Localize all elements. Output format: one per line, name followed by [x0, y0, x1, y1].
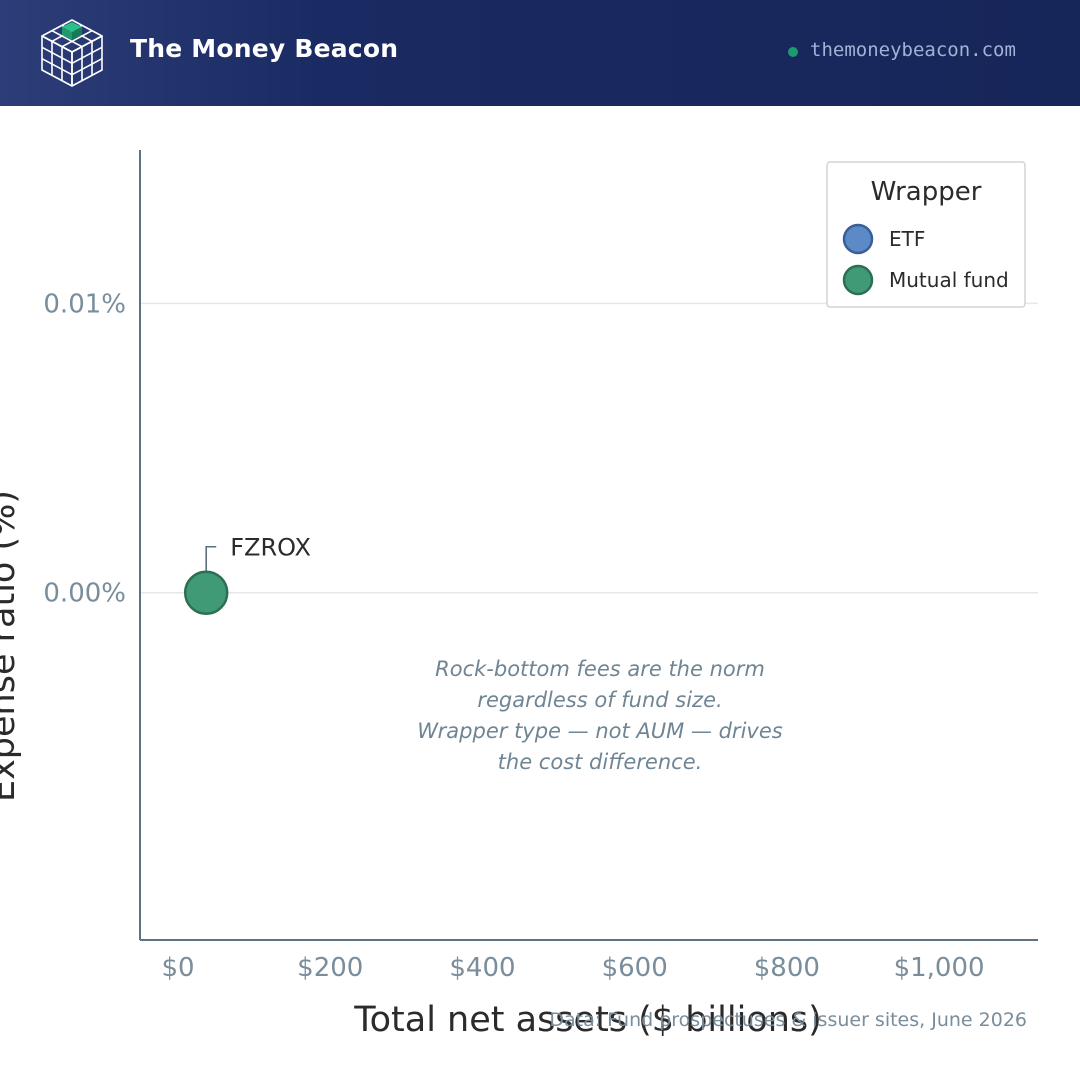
legend: Wrapper ETF Mutual fund	[826, 161, 1026, 308]
x-tick-label: $1,000	[894, 953, 985, 983]
legend-title: Wrapper	[871, 177, 982, 207]
data-points	[183, 570, 229, 615]
legend-swatch-mutual-fund	[842, 264, 874, 296]
data-point-fzrox[interactable]	[183, 570, 229, 615]
annotation-line: Rock-bottom fees are the norm	[435, 657, 765, 681]
x-tick-label: $800	[754, 953, 820, 983]
annotation-note: Rock-bottom fees are the norm regardless …	[417, 657, 782, 774]
y-axis-title: Expense ratio (%)	[0, 490, 23, 802]
annotation-line: the cost difference.	[498, 750, 703, 774]
site-url[interactable]: themoneybeacon.com	[810, 39, 1016, 61]
cube-grid-icon	[41, 19, 103, 87]
point-labels: VXUSBNDVTIIVVVOOSWPPXFZROX	[230, 534, 311, 562]
annotation-line: regardless of fund size.	[477, 688, 722, 712]
x-tick-label: $200	[297, 953, 363, 983]
label-leader-fzrox	[205, 545, 217, 572]
x-tick-label: $0	[162, 953, 195, 983]
brand-name: The Money Beacon	[130, 34, 399, 63]
x-tick-label: $400	[449, 953, 515, 983]
label-leaders	[205, 545, 217, 572]
tick-labels: 0.00%0.01%0.02%0.03%0.04%0.05%$0$200$400…	[43, 289, 985, 983]
x-tick-label: $600	[602, 953, 668, 983]
annotation-line: Wrapper type — not AUM — drives	[417, 719, 782, 743]
legend-label-mutual-fund: Mutual fund	[889, 268, 1009, 292]
status-dot	[788, 47, 798, 57]
source-note: Data: Fund prospectuses & issuer sites, …	[549, 1009, 1027, 1031]
header-banner: The Money Beacon themoneybeacon.com	[0, 0, 1080, 106]
legend-swatch-etf	[842, 223, 874, 255]
y-tick-label: 0.01%	[43, 289, 126, 319]
legend-box	[826, 161, 1026, 308]
point-label-fzrox: FZROX	[230, 534, 311, 562]
legend-label-etf: ETF	[889, 227, 925, 251]
y-tick-label: 0.00%	[43, 579, 126, 609]
x-axis-title: Total net assets ($ billions)	[353, 1000, 822, 1040]
scatter-chart: 0.00%0.01%0.02%0.03%0.04%0.05%$0$200$400…	[0, 150, 1038, 1040]
